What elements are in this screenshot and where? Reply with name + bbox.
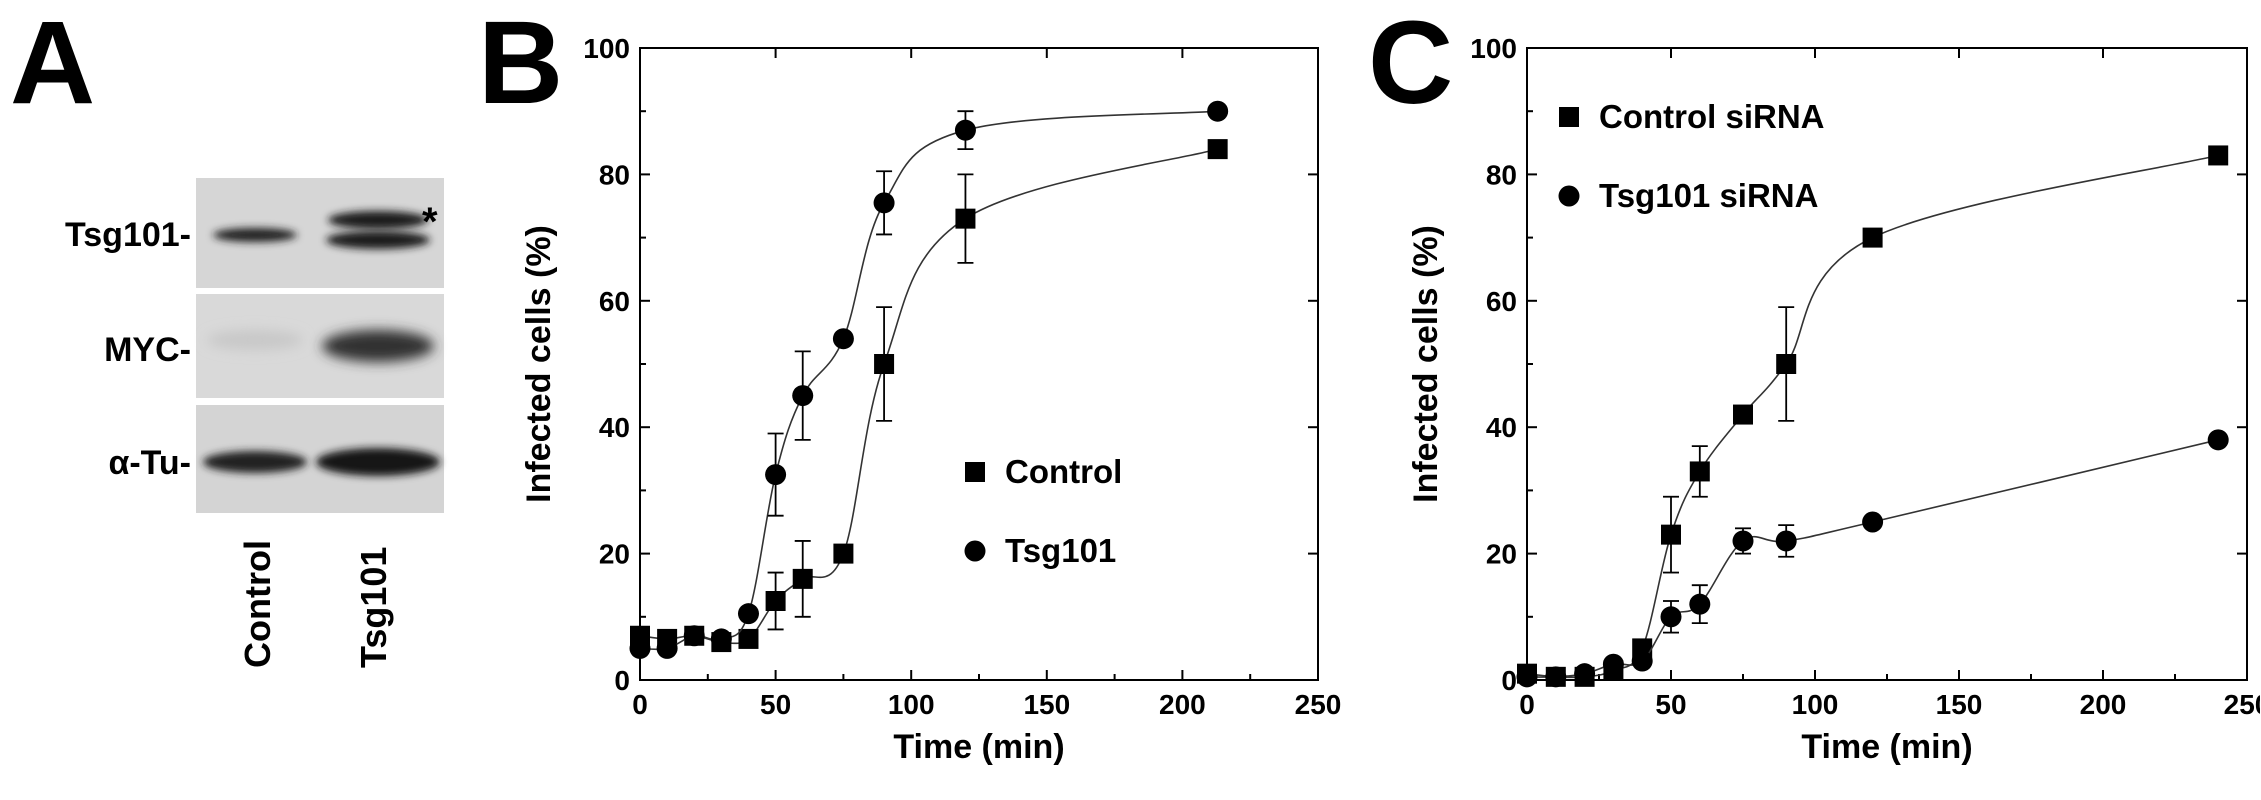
band-tsg101-treated-lower — [326, 231, 430, 249]
blot-strip-myc — [196, 294, 444, 398]
y-tick-label: 100 — [1470, 33, 1517, 64]
x-tick-label: 100 — [1792, 689, 1839, 720]
band-tsg101-treated-upper — [328, 211, 428, 229]
data-point-circle — [954, 119, 976, 141]
y-tick-label: 0 — [1501, 665, 1517, 696]
y-tick-label: 60 — [1486, 286, 1517, 317]
lane-label-control: Control — [237, 540, 278, 668]
chart-b: 0 50 100 150 200 250 0 20 40 60 80 100 Time (min) Inf… — [520, 33, 1342, 766]
panel-label-a: A — [10, 0, 95, 129]
data-point-square — [1661, 524, 1681, 545]
data-point-square — [955, 208, 976, 229]
data-point-circle — [1602, 653, 1624, 675]
data-point-circle — [1207, 100, 1229, 122]
band-tubulin-control — [203, 451, 307, 473]
data-point-circle — [737, 603, 759, 625]
data-point-circle — [1689, 593, 1711, 615]
legend-marker-circle — [1558, 185, 1580, 207]
x-tick-label: 50 — [760, 689, 791, 720]
y-tick-label: 0 — [614, 665, 630, 696]
data-point-square — [792, 568, 813, 589]
data-point-square — [738, 628, 759, 649]
x-axis-label: Time (min) — [893, 728, 1064, 766]
y-tick-label: 80 — [1486, 159, 1517, 190]
legend-label: Control siRNA — [1599, 98, 1825, 135]
data-point-circle — [765, 464, 787, 486]
data-point-circle — [1545, 666, 1567, 688]
blot-row-label-tsg101: Tsg101- — [65, 216, 191, 254]
legend-label: Tsg101 — [1005, 532, 1116, 569]
data-point-circle — [1574, 663, 1596, 685]
band-myc-control — [207, 330, 303, 350]
series-line-1 — [1526, 439, 2219, 678]
legend-marker-square — [1559, 107, 1579, 127]
band-myc-treated — [322, 330, 434, 362]
legend-label: Tsg101 siRNA — [1599, 177, 1818, 214]
data-point-square — [833, 543, 854, 564]
x-tick-label: 150 — [1023, 689, 1070, 720]
band-tubulin-treated — [316, 448, 440, 476]
data-point-circle — [1660, 606, 1682, 628]
y-tick-label: 20 — [1486, 539, 1517, 570]
y-tick-label: 80 — [599, 159, 630, 190]
plot-frame — [1526, 47, 2248, 681]
legend-marker-circle — [964, 540, 986, 562]
blot-strip-tsg101 — [196, 178, 444, 288]
data-point-circle — [1862, 511, 1884, 533]
blot-asterisk: * — [422, 200, 438, 244]
series-line-0 — [639, 148, 1218, 645]
x-tick-label: 250 — [1295, 689, 1342, 720]
data-point-circle — [683, 625, 705, 647]
y-axis-label: Infected cells (%) — [520, 225, 558, 503]
data-point-circle — [1516, 666, 1538, 688]
x-tick-label: 100 — [888, 689, 935, 720]
x-tick-label: 0 — [632, 689, 648, 720]
blot-row-label-myc: MYC- — [104, 331, 191, 369]
data-point-circle — [710, 628, 732, 650]
data-point-square — [1689, 461, 1710, 482]
data-point-square — [765, 591, 786, 611]
x-tick-label: 200 — [2080, 689, 2127, 720]
data-point-square — [2208, 145, 2229, 166]
x-tick-label: 200 — [1159, 689, 1206, 720]
x-axis-label: Time (min) — [1801, 728, 1972, 766]
data-point-circle — [1631, 650, 1653, 672]
data-point-circle — [873, 192, 895, 214]
data-point-square — [1207, 139, 1228, 160]
y-axis-label: Infected cells (%) — [1407, 225, 1445, 503]
legend-marker-square — [965, 462, 985, 482]
data-point-circle — [1732, 530, 1754, 552]
lane-label-tsg101: Tsg101 — [353, 546, 394, 668]
data-point-circle — [2207, 429, 2229, 451]
blot-strip-tubulin — [196, 405, 444, 513]
y-tick-label: 100 — [583, 33, 630, 64]
y-tick-label: 60 — [599, 286, 630, 317]
data-point-circle — [832, 328, 854, 350]
panel-label-c: C — [1368, 0, 1453, 129]
data-point-circle — [792, 385, 814, 407]
series-line-1 — [639, 110, 1218, 651]
chart-c: 0 50 100 150 200 250 0 20 40 60 80 100 Time (min) Inf… — [1407, 33, 2260, 766]
data-point-square — [1733, 404, 1753, 425]
y-tick-label: 40 — [1486, 412, 1517, 443]
x-tick-label: 150 — [1936, 689, 1983, 720]
band-tsg101-control — [213, 228, 297, 242]
data-point-circle — [656, 637, 678, 659]
x-tick-label: 50 — [1655, 689, 1686, 720]
y-tick-label: 20 — [599, 539, 630, 570]
panel-label-b: B — [478, 0, 563, 129]
data-point-square — [1862, 227, 1883, 248]
data-point-circle — [1775, 530, 1797, 552]
data-point-square — [1776, 354, 1797, 374]
data-point-circle — [629, 637, 651, 659]
legend-label: Control — [1005, 453, 1122, 490]
x-tick-label: 0 — [1519, 689, 1535, 720]
data-point-square — [874, 354, 895, 374]
y-tick-label: 40 — [599, 412, 630, 443]
blot-row-label-tubulin: α-Tu- — [108, 444, 191, 482]
x-tick-label: 250 — [2224, 689, 2260, 720]
